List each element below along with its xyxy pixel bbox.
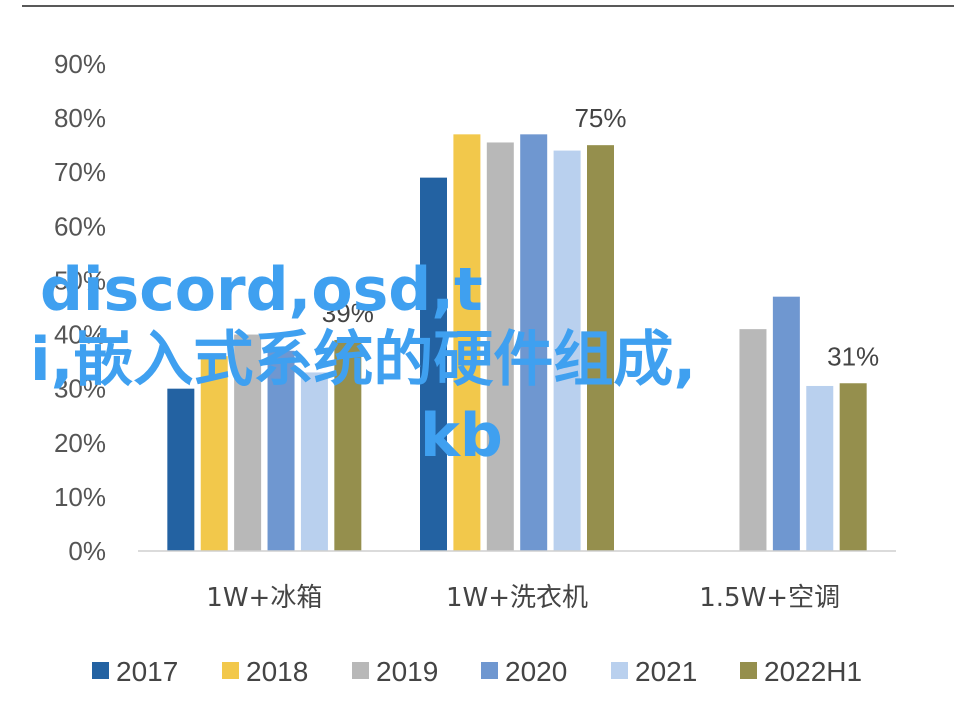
bar bbox=[234, 334, 262, 551]
legend-label: 2019 bbox=[376, 656, 438, 687]
bar bbox=[420, 177, 447, 551]
legend-label: 2021 bbox=[635, 656, 697, 687]
y-tick-label: 70% bbox=[54, 157, 106, 187]
data-label: 75% bbox=[574, 103, 626, 133]
bar bbox=[453, 134, 481, 551]
bar bbox=[334, 339, 362, 551]
legend-swatch bbox=[611, 662, 628, 679]
bars bbox=[167, 134, 867, 552]
y-tick-label: 40% bbox=[54, 320, 106, 350]
bar bbox=[739, 329, 767, 551]
x-category-label: 1W+冰箱 bbox=[206, 583, 322, 613]
bar bbox=[200, 356, 228, 551]
bar bbox=[520, 134, 548, 551]
bar bbox=[486, 142, 514, 551]
bar bbox=[300, 372, 328, 551]
y-tick-label: 90% bbox=[54, 49, 106, 79]
bar bbox=[587, 145, 614, 551]
data-label: 31% bbox=[827, 341, 879, 371]
y-tick-label: 60% bbox=[54, 211, 106, 241]
data-labels: 75% 39% 31% bbox=[322, 103, 879, 371]
bar bbox=[772, 296, 800, 551]
y-tick-label: 50% bbox=[54, 265, 106, 295]
y-tick-label: 80% bbox=[54, 103, 106, 133]
y-tick-label: 10% bbox=[54, 482, 106, 512]
legend-swatch bbox=[740, 662, 757, 679]
legend-label: 2018 bbox=[246, 656, 308, 687]
data-label: 39% bbox=[322, 298, 374, 328]
bar bbox=[267, 350, 295, 551]
legend: 2017 2018 2019 2020 2021 2022H1 bbox=[92, 656, 862, 687]
y-tick-label: 0% bbox=[68, 536, 106, 566]
x-category-label: 1.5W+空调 bbox=[699, 583, 840, 613]
bar bbox=[839, 383, 867, 551]
legend-swatch bbox=[481, 662, 498, 679]
legend-label: 2022H1 bbox=[764, 656, 862, 687]
legend-swatch bbox=[92, 662, 109, 679]
legend-swatch bbox=[222, 662, 239, 679]
x-axis-categories: 1W+冰箱 1W+洗衣机 1.5W+空调 bbox=[206, 583, 840, 613]
bar bbox=[167, 388, 195, 551]
y-tick-label: 20% bbox=[54, 428, 106, 458]
y-axis: 0% 10% 20% 30% 40% 50% 60% 70% 80% 90% bbox=[54, 49, 106, 566]
x-category-label: 1W+洗衣机 bbox=[446, 583, 588, 613]
legend-label: 2017 bbox=[116, 656, 178, 687]
legend-label: 2020 bbox=[505, 656, 567, 687]
bar bbox=[553, 150, 581, 552]
y-tick-label: 30% bbox=[54, 374, 106, 404]
bar bbox=[806, 385, 834, 551]
legend-swatch bbox=[352, 662, 369, 679]
